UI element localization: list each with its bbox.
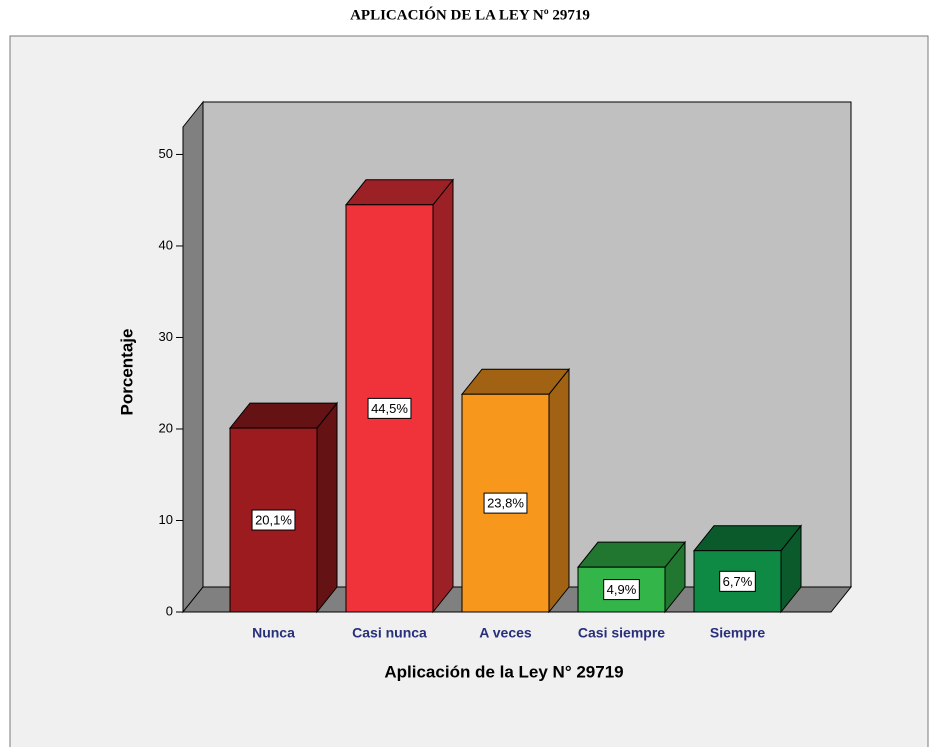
y-tick-label: 10	[159, 512, 173, 527]
x-tick-label: A veces	[479, 625, 532, 641]
y-axis-label: Porcentaje	[117, 329, 136, 416]
x-tick-label: Casi nunca	[352, 625, 427, 641]
value-label: 44,5%	[371, 401, 408, 416]
chart-title: APLICACIÓN DE LA LEY Nº 29719	[350, 6, 590, 23]
x-axis-label: Aplicación de la Ley N° 29719	[384, 662, 623, 681]
x-tick-label: Casi siempre	[578, 625, 665, 641]
bar-side	[432, 178, 454, 614]
value-label: 20,1%	[255, 512, 292, 527]
y-tick-label: 0	[166, 603, 173, 618]
value-label-box	[483, 492, 528, 514]
y-tick-label: 30	[159, 329, 173, 344]
value-label: 6,7%	[723, 574, 753, 589]
value-label-box	[719, 570, 756, 592]
side-wall	[182, 100, 204, 614]
bar-side	[316, 401, 338, 614]
y-tick-label: 40	[159, 237, 173, 252]
value-label: 4,9%	[607, 582, 637, 597]
value-label-box	[367, 397, 412, 419]
value-label-box	[251, 509, 296, 531]
x-tick-label: Nunca	[252, 625, 295, 641]
value-label-box	[603, 579, 640, 601]
y-tick-label: 50	[159, 146, 173, 161]
bar-side	[548, 367, 570, 614]
x-tick-label: Siempre	[710, 625, 765, 641]
y-tick-label: 20	[159, 420, 173, 435]
value-label: 23,8%	[487, 496, 524, 511]
